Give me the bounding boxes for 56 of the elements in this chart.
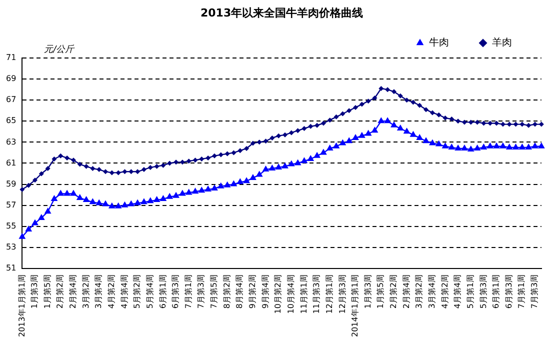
x-tick-label: 8月第2周 (222, 274, 232, 309)
y-tick-label: 61 (6, 158, 16, 168)
y-tick-label: 57 (6, 200, 16, 210)
y-tick-label: 51 (6, 264, 16, 273)
x-tick-label: 7月第3周 (196, 274, 206, 309)
x-tick-label: 2月第2周 (56, 274, 65, 309)
x-tick-label: 7月第3周 (530, 274, 540, 309)
x-tick-label: 2月第2周 (389, 274, 398, 309)
y-tick-label: 63 (6, 137, 16, 146)
x-tick-label: 9月第4周 (260, 274, 270, 309)
x-tick-label: 11月第3周 (312, 274, 322, 314)
x-tick-label: 2014年1月第1周 (350, 274, 360, 338)
x-tick-label: 7月第5周 (210, 274, 219, 309)
y-tick-label: 59 (6, 179, 16, 188)
x-tick-label: 6月第3周 (504, 274, 514, 309)
x-tick-label: 6月第1周 (492, 274, 501, 309)
x-tick-label: 10月第4周 (286, 274, 296, 314)
x-tick-label: 5月第3周 (478, 274, 488, 309)
x-tick-label: 3月第4周 (94, 274, 104, 309)
x-tick-label: 10月第2周 (274, 274, 283, 314)
x-tick-label: 3月第4周 (428, 274, 437, 309)
y-tick-label: 65 (6, 116, 16, 126)
x-tick-label: 7月第1周 (184, 274, 193, 309)
x-tick-label: 5月第2周 (132, 274, 142, 309)
x-tick-label: 11月第1周 (299, 274, 308, 314)
x-tick-label: 1月第3周 (363, 274, 372, 309)
y-tick-label: 67 (6, 95, 16, 104)
x-tick-label: 4月第2周 (440, 274, 450, 309)
x-tick-label: 8月第4周 (235, 274, 244, 309)
y-axis-title: 元/公斤 (44, 44, 76, 55)
y-tick-label: 69 (6, 74, 16, 84)
y-tick-label: 71 (6, 53, 16, 62)
y-tick-label: 53 (6, 242, 16, 252)
x-tick-label: 6月第1周 (158, 274, 168, 309)
x-tick-label: 12月第1周 (324, 274, 334, 314)
x-tick-label: 12月第3周 (338, 274, 347, 314)
x-tick-label: 9月第2周 (248, 274, 258, 309)
chart-title: 2013年以来全国牛羊肉价格曲线 (200, 6, 364, 20)
x-tick-label: 4月第4周 (120, 274, 129, 309)
x-tick-label: 1月第5周 (376, 274, 386, 309)
x-tick-label: 5月第1周 (466, 274, 475, 309)
x-tick-label: 3月第2周 (81, 274, 90, 309)
legend-label: 牛肉 (429, 36, 449, 49)
x-tick-label: 7月第1周 (517, 274, 526, 309)
x-tick-label: 4月第2周 (107, 274, 116, 309)
x-tick-label: 1月第5周 (42, 274, 52, 309)
x-tick-label: 2月第4周 (68, 274, 78, 309)
x-tick-label: 5月第4周 (145, 274, 154, 309)
legend-label: 羊肉 (492, 36, 512, 49)
x-tick-label: 3月第2周 (414, 274, 424, 309)
x-tick-label: 1月第3周 (30, 274, 40, 309)
y-tick-label: 55 (6, 221, 16, 230)
x-tick-label: 6月第3周 (171, 274, 180, 309)
x-tick-label: 2月第4周 (402, 274, 411, 309)
x-tick-label: 4月第4周 (453, 274, 462, 309)
x-tick-label: 2013年1月第1周 (17, 274, 26, 338)
